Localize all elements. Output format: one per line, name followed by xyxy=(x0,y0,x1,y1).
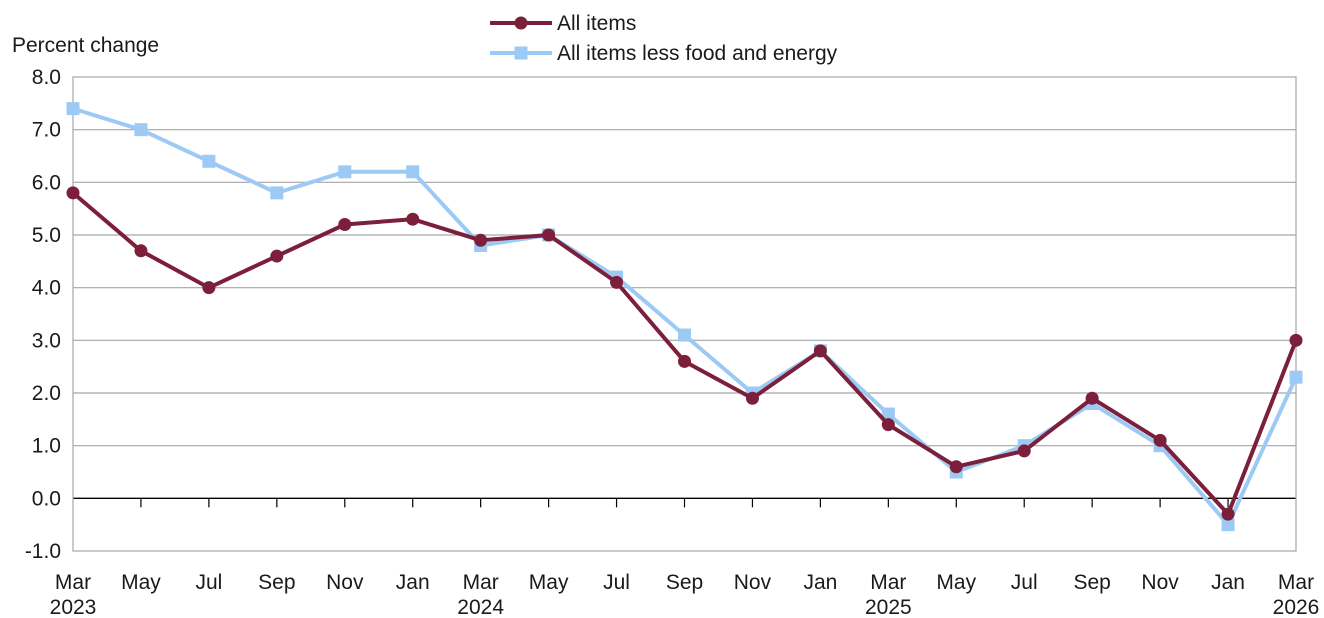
x-tick-year-label: 2024 xyxy=(457,596,504,618)
data-point xyxy=(66,102,80,116)
y-tick-label: 6.0 xyxy=(32,171,61,194)
y-axis-title: Percent change xyxy=(12,34,159,57)
data-point xyxy=(66,186,80,200)
legend-label: All items less food and energy xyxy=(557,42,838,65)
legend-marker xyxy=(514,16,528,30)
data-point xyxy=(949,460,963,474)
plot-area-frame xyxy=(72,76,1297,552)
data-point xyxy=(406,212,420,226)
x-tick-label: Jul xyxy=(1011,571,1038,594)
data-point xyxy=(1289,370,1303,384)
y-tick-label: 7.0 xyxy=(32,119,61,142)
x-tick-label: Nov xyxy=(1141,571,1179,594)
data-point xyxy=(881,407,895,421)
data-point xyxy=(1221,507,1235,521)
data-point xyxy=(134,123,148,137)
data-point xyxy=(813,344,827,358)
series-all-items xyxy=(66,186,1303,521)
x-tick-year-label: 2026 xyxy=(1273,596,1320,618)
y-tick-label: 5.0 xyxy=(32,224,61,247)
x-tick-label: Mar xyxy=(55,571,91,594)
data-point xyxy=(474,233,488,247)
data-point xyxy=(1289,333,1303,347)
series-line xyxy=(72,106,1298,527)
y-tick-label: -1.0 xyxy=(25,540,61,563)
x-tick-label: Jan xyxy=(396,571,430,594)
y-tick-label: 3.0 xyxy=(32,329,61,352)
data-point xyxy=(338,217,352,231)
data-point xyxy=(202,154,216,168)
data-point xyxy=(202,281,216,295)
data-point xyxy=(134,244,148,258)
data-point xyxy=(678,328,691,342)
data-point xyxy=(1017,444,1031,458)
legend-marker xyxy=(514,46,528,60)
x-tick-label: Sep xyxy=(666,571,703,594)
x-tick-label: Nov xyxy=(326,571,364,594)
plot-border xyxy=(72,76,1297,552)
x-tick-label: Jan xyxy=(803,571,837,594)
x-tick-label: Sep xyxy=(258,571,295,594)
legend: All items All items less food and energy xyxy=(490,12,838,65)
y-tick-label: 8.0 xyxy=(32,66,61,89)
data-point xyxy=(406,165,420,179)
x-tick-label: Jul xyxy=(195,571,222,594)
x-tick-label: Mar xyxy=(463,571,499,594)
y-tick-label: 1.0 xyxy=(32,435,61,458)
data-point xyxy=(1153,433,1167,447)
x-tick-label: May xyxy=(121,571,161,594)
data-point xyxy=(745,391,759,405)
data-point xyxy=(338,165,352,179)
series-line xyxy=(71,191,1298,517)
x-tick-label: Nov xyxy=(734,571,772,594)
y-axis-ticks: -1.0 0.0 1.0 2.0 3.0 4.0 5.0 6.0 7.0 8.0 xyxy=(25,66,61,563)
data-point xyxy=(1085,391,1099,405)
x-tick-label: Jul xyxy=(603,571,630,594)
y-tick-label: 0.0 xyxy=(32,487,61,510)
x-tick-label: May xyxy=(936,571,976,594)
data-point xyxy=(678,354,691,368)
data-point xyxy=(610,275,624,289)
y-tick-label: 2.0 xyxy=(32,382,61,405)
data-point xyxy=(270,186,284,200)
legend-label: All items xyxy=(557,12,636,35)
y-tick-label: 4.0 xyxy=(32,277,61,300)
series-all-items-less-food-energy xyxy=(66,102,1303,532)
x-tick-label: May xyxy=(529,571,569,594)
x-tick-year-label: 2025 xyxy=(865,596,912,618)
series-layer xyxy=(66,102,1303,532)
data-point xyxy=(270,249,284,263)
data-point xyxy=(542,228,556,242)
data-point xyxy=(1221,518,1235,532)
x-tick-label: Mar xyxy=(870,571,906,594)
data-point xyxy=(881,418,895,432)
x-tick-label: Sep xyxy=(1073,571,1110,594)
x-tick-year-label: 2023 xyxy=(50,596,97,618)
x-tick-label: Jan xyxy=(1211,571,1245,594)
x-tick-label: Mar xyxy=(1278,571,1314,594)
